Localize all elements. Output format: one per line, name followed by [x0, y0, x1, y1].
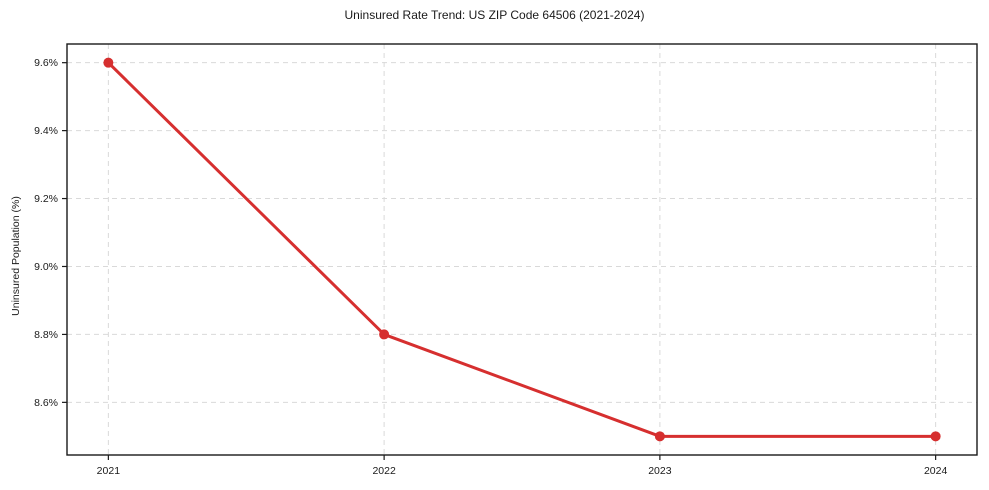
chart-title: Uninsured Rate Trend: US ZIP Code 64506 … — [344, 8, 645, 22]
y-tick-label: 9.6% — [34, 57, 58, 69]
y-tick-label: 9.2% — [34, 193, 58, 205]
trend-line — [106, 61, 938, 438]
y-tick-label: 8.6% — [34, 397, 58, 409]
plot-border — [66, 43, 978, 456]
x-tick-label: 2023 — [648, 465, 672, 477]
y-tick-label: 9.0% — [34, 261, 58, 273]
data-point-2022 — [379, 329, 390, 340]
data-point-2023 — [654, 431, 665, 442]
x-tick-label: 2024 — [924, 465, 948, 477]
data-point-2021 — [103, 57, 114, 68]
x-tick-label: 2021 — [97, 465, 121, 477]
y-axis-label: Uninsured Population (%) — [10, 196, 22, 316]
y-tick-label: 8.8% — [34, 329, 58, 341]
x-tick-label: 2022 — [372, 465, 396, 477]
data-point-2024 — [930, 431, 941, 442]
y-tick-label: 9.4% — [34, 125, 58, 137]
